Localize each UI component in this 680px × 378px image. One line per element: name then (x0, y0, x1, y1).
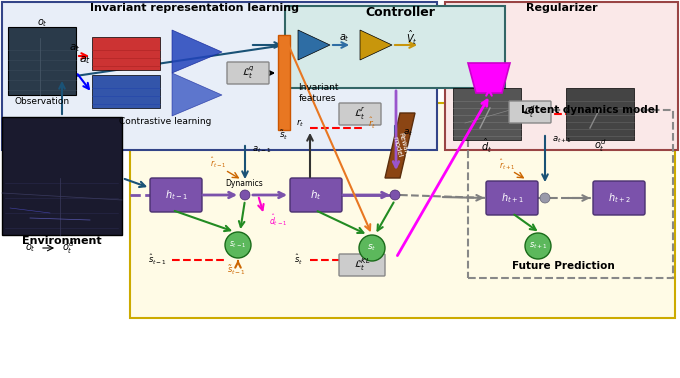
Text: $s_t$: $s_t$ (367, 243, 377, 253)
Polygon shape (468, 63, 510, 93)
Text: Future Prediction: Future Prediction (511, 261, 614, 271)
Text: Regularizer: Regularizer (526, 3, 598, 13)
Polygon shape (172, 30, 222, 73)
Text: $h_{t+1}$: $h_{t+1}$ (500, 191, 524, 205)
Circle shape (240, 190, 250, 200)
Text: $a_t$: $a_t$ (403, 128, 413, 138)
Text: Controller: Controller (365, 6, 435, 19)
Text: $\hat{s}_t$: $\hat{s}_t$ (294, 253, 303, 267)
Bar (8, 27, 76, 95)
Text: $\hat{d}_t$: $\hat{d}_t$ (481, 137, 492, 155)
Polygon shape (360, 30, 392, 60)
Text: Observation: Observation (14, 96, 69, 105)
Bar (2, 2, 437, 150)
Text: Contrastive learning: Contrastive learning (119, 116, 211, 125)
Text: $\hat{r}_{t+1}$: $\hat{r}_{t+1}$ (498, 158, 515, 172)
Text: $h_t$: $h_t$ (310, 188, 322, 202)
Polygon shape (172, 73, 222, 116)
Text: $\hat{r}_{t-1}$: $\hat{r}_{t-1}$ (209, 155, 226, 170)
Text: Invariant representation learning: Invariant representation learning (90, 3, 299, 13)
FancyBboxPatch shape (593, 181, 645, 215)
Text: $a_t$: $a_t$ (69, 42, 81, 54)
Text: $s_{t+1}$: $s_{t+1}$ (528, 241, 547, 251)
Bar (285, 6, 505, 88)
Bar (445, 2, 678, 150)
FancyBboxPatch shape (509, 101, 551, 123)
Text: $\hat{s}_{t-1}$: $\hat{s}_{t-1}$ (148, 253, 167, 267)
Polygon shape (385, 113, 415, 178)
Bar (468, 110, 673, 278)
FancyBboxPatch shape (150, 178, 202, 212)
Circle shape (225, 232, 251, 258)
Text: $\tilde{s}_{t-1}$: $\tilde{s}_{t-1}$ (228, 263, 247, 277)
Text: Reward
model: Reward model (390, 132, 409, 160)
Text: $o_t$: $o_t$ (24, 242, 35, 254)
Text: $\mathcal{L}_t^q$: $\mathcal{L}_t^q$ (241, 65, 254, 81)
Circle shape (359, 235, 385, 261)
Bar (92, 75, 160, 108)
Text: $a_{t-1}$: $a_{t-1}$ (252, 145, 272, 155)
Circle shape (390, 190, 400, 200)
Circle shape (540, 193, 550, 203)
Text: $\mathcal{L}_t^{KL}$: $\mathcal{L}_t^{KL}$ (354, 257, 371, 273)
Text: $h_{t+2}$: $h_{t+2}$ (608, 191, 630, 205)
Text: Dynamics: Dynamics (225, 178, 263, 187)
Text: $o_t^d$: $o_t^d$ (62, 240, 74, 256)
FancyBboxPatch shape (227, 62, 269, 84)
Circle shape (525, 233, 551, 259)
Text: Invariant
features: Invariant features (298, 83, 338, 103)
Text: $\hat{r}_t$: $\hat{r}_t$ (368, 115, 376, 130)
Text: Environment: Environment (22, 236, 102, 246)
Bar (92, 37, 160, 70)
Bar (130, 103, 675, 318)
Text: $o_t^d$: $o_t^d$ (594, 138, 607, 154)
Text: $\hat{V}_t$: $\hat{V}_t$ (406, 29, 418, 47)
Bar (278, 35, 290, 130)
Polygon shape (298, 30, 330, 60)
Text: $\hat{d}_{t-1}$: $\hat{d}_{t-1}$ (269, 212, 287, 228)
FancyBboxPatch shape (339, 254, 385, 276)
Bar (453, 88, 521, 140)
Bar (2, 117, 122, 235)
Text: $a_t$: $a_t$ (339, 32, 350, 44)
Text: $a_t$: $a_t$ (79, 54, 91, 66)
Text: $\tilde{s}_t$: $\tilde{s}_t$ (279, 129, 289, 142)
FancyBboxPatch shape (486, 181, 538, 215)
FancyBboxPatch shape (290, 178, 342, 212)
Text: $h_{t-1}$: $h_{t-1}$ (165, 188, 188, 202)
FancyBboxPatch shape (339, 103, 381, 125)
Bar (566, 88, 634, 140)
Text: $s_{t-1}$: $s_{t-1}$ (229, 240, 247, 250)
Text: $\mathcal{L}_t^r$: $\mathcal{L}_t^r$ (354, 106, 366, 122)
Text: $a_{t+1}$: $a_{t+1}$ (552, 135, 572, 145)
Text: $o_t$: $o_t$ (37, 17, 48, 29)
Text: $\mathcal{L}_t^d$: $\mathcal{L}_t^d$ (524, 104, 537, 121)
Text: $r_t$: $r_t$ (296, 117, 304, 129)
Text: Latent dynamics model: Latent dynamics model (522, 105, 659, 115)
